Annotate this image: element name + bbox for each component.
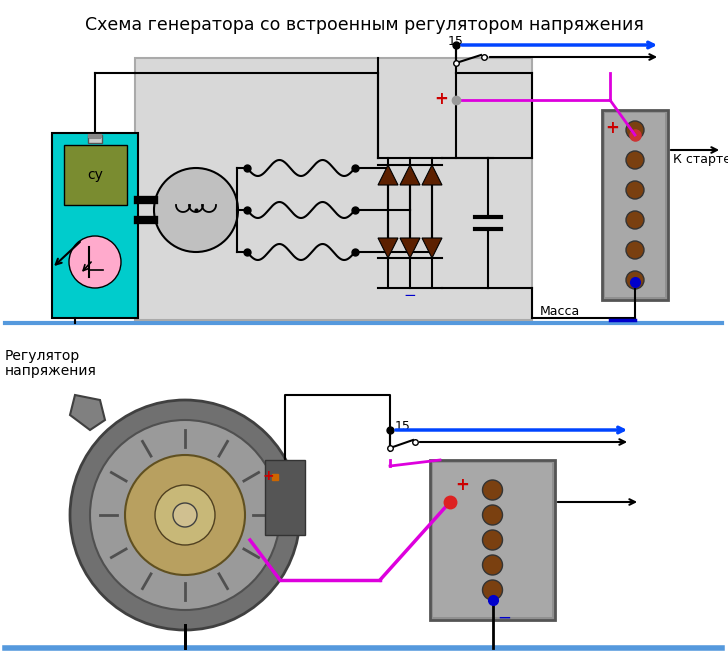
Text: су: су [87,168,103,182]
Circle shape [69,236,121,288]
Text: +: + [605,119,619,137]
Text: −: − [497,609,511,627]
Text: Схема генератора со встроенным регулятором напряжения: Схема генератора со встроенным регулятор… [84,16,644,34]
Circle shape [483,480,502,500]
Circle shape [626,121,644,139]
Bar [52,133,138,318]
Circle shape [90,420,280,610]
Circle shape [173,503,197,527]
Bar [605,113,665,297]
Circle shape [626,211,644,229]
Polygon shape [422,238,442,258]
Circle shape [626,241,644,259]
Bar [88,135,102,143]
Circle shape [626,181,644,199]
Circle shape [483,555,502,575]
Text: Регулятор: Регулятор [5,349,80,363]
Circle shape [626,271,644,289]
Text: +: + [434,90,448,108]
Circle shape [70,400,300,630]
Bar [265,460,305,535]
Bar [64,145,127,205]
Text: 15: 15 [448,35,464,48]
Text: −: − [403,288,416,304]
Circle shape [626,151,644,169]
Circle shape [483,530,502,550]
Bar [430,460,555,620]
Text: напряжения: напряжения [5,364,97,378]
Bar [602,110,668,300]
Circle shape [155,485,215,545]
Text: 15: 15 [395,420,411,433]
Polygon shape [378,165,398,185]
Polygon shape [400,165,420,185]
Text: К стартеру: К стартеру [673,153,728,166]
Polygon shape [70,395,105,430]
Text: +: + [455,476,469,494]
Bar [135,58,532,320]
Bar [433,463,552,617]
Polygon shape [400,238,420,258]
Circle shape [154,168,238,252]
Polygon shape [378,238,398,258]
Polygon shape [422,165,442,185]
Text: Масса: Масса [540,305,580,318]
Circle shape [483,505,502,525]
Text: +: + [263,469,274,483]
Circle shape [125,455,245,575]
Circle shape [483,580,502,600]
